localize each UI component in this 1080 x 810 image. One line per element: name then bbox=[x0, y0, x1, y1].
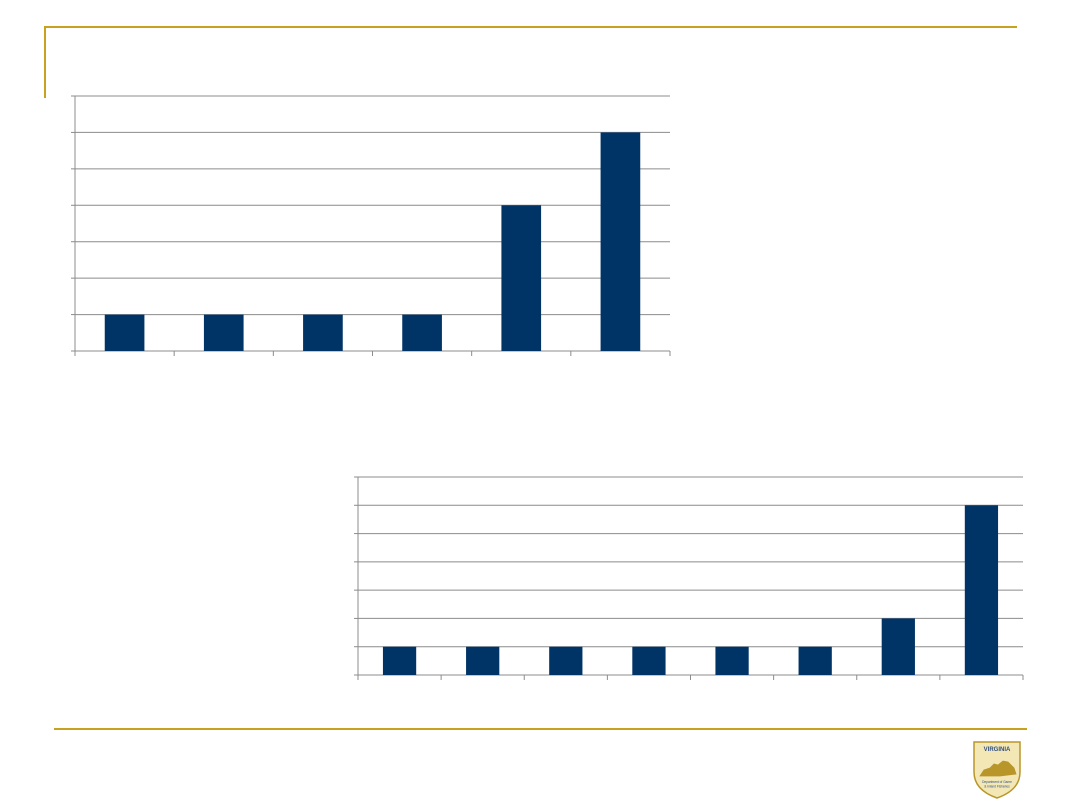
bar bbox=[715, 646, 749, 675]
bar bbox=[382, 646, 417, 675]
bar bbox=[964, 505, 999, 675]
bar bbox=[881, 618, 915, 675]
bar bbox=[203, 314, 244, 351]
left-accent-line bbox=[44, 26, 46, 98]
bar bbox=[798, 646, 832, 675]
svg-text:& Inland Fisheries: & Inland Fisheries bbox=[984, 785, 1010, 789]
vdgif-logo: VIRGINIA Department of Game & Inland Fis… bbox=[973, 741, 1021, 799]
bar bbox=[466, 646, 500, 675]
bar bbox=[501, 205, 542, 351]
bottom-accent-line bbox=[54, 728, 1027, 730]
bar bbox=[303, 314, 343, 351]
bar bbox=[104, 314, 145, 351]
svg-text:VIRGINIA: VIRGINIA bbox=[984, 747, 1011, 753]
bar bbox=[402, 314, 442, 351]
bar bbox=[549, 646, 583, 675]
bar bbox=[632, 646, 666, 675]
top-accent-line bbox=[44, 26, 1017, 28]
bar bbox=[600, 132, 641, 351]
svg-text:Department of Game: Department of Game bbox=[982, 780, 1012, 784]
